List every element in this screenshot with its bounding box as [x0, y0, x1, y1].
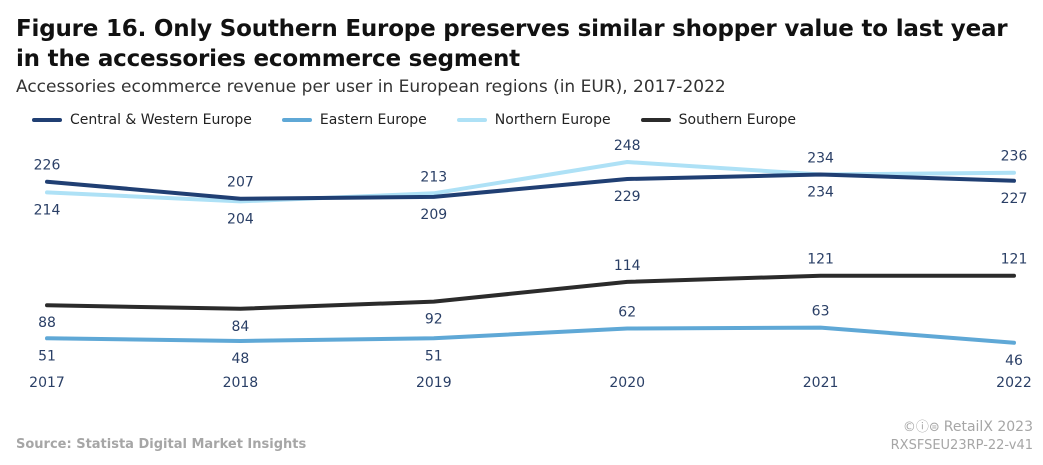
- data-label-southern: 121: [807, 252, 834, 268]
- data-label-eastern: 62: [618, 304, 636, 320]
- chart-title: Figure 16. Only Southern Europe preserve…: [16, 16, 1008, 72]
- x-tick-label: 2022: [996, 375, 1032, 391]
- data-label-southern: 84: [231, 319, 249, 335]
- data-label-southern: 114: [614, 258, 641, 274]
- creative-commons-icon: ©ⓘ⊜: [902, 420, 940, 435]
- data-label-northern: 214: [34, 202, 61, 218]
- legend-swatch-central: [32, 118, 62, 122]
- data-label-northern: 248: [614, 138, 641, 154]
- data-label-central: 207: [227, 175, 254, 191]
- x-tick-label: 2018: [223, 375, 259, 391]
- data-label-southern: 88: [38, 315, 56, 331]
- legend-swatch-northern: [456, 118, 487, 122]
- data-label-eastern: 46: [1005, 353, 1023, 369]
- chart-subtitle: Accessories ecommerce revenue per user i…: [16, 77, 726, 97]
- x-tick-label: 2019: [416, 375, 452, 391]
- data-label-northern: 236: [1001, 149, 1028, 165]
- data-label-central: 234: [807, 185, 834, 201]
- series-line-southern: [45, 273, 1016, 311]
- data-label-eastern: 51: [425, 348, 443, 364]
- chart-legend: Central & Western Europe Eastern Europe …: [32, 110, 826, 130]
- line-chart: 226 207 209 229 234 227 51 48 51 62 63 46 214 204 213 2…: [29, 138, 1032, 391]
- legend-item-eastern: Eastern Europe: [281, 112, 427, 128]
- legend-label-southern: Southern Europe: [678, 112, 796, 128]
- data-label-northern: 234: [807, 151, 834, 167]
- source-note: Source: Statista Digital Market Insights: [16, 437, 307, 452]
- data-label-central: 209: [420, 207, 447, 223]
- data-label-central: 227: [1001, 191, 1028, 207]
- legend-label-northern: Northern Europe: [494, 112, 611, 128]
- data-label-northern: 213: [420, 169, 447, 185]
- legend-item-northern: Northern Europe: [456, 112, 611, 128]
- copyright-text: RetailX 2023: [943, 419, 1033, 435]
- series-line-eastern: [45, 325, 1016, 345]
- report-code: RXSFSEU23RP-22-v41: [890, 438, 1033, 453]
- x-tick-label: 2020: [609, 375, 645, 391]
- series-line-central: [45, 172, 1016, 201]
- data-label-northern: 204: [227, 211, 254, 227]
- data-label-eastern: 48: [231, 351, 249, 367]
- data-label-southern: 121: [1001, 252, 1028, 268]
- x-tick-label: 2017: [29, 375, 65, 391]
- footer-credits: ©ⓘ⊜ RetailX 2023 RXSFSEU23RP-22-v41: [891, 418, 1033, 455]
- data-label-southern: 92: [425, 312, 443, 328]
- legend-swatch-southern: [640, 118, 671, 122]
- legend-label-central: Central & Western Europe: [70, 112, 252, 128]
- data-label-central: 226: [34, 158, 61, 174]
- data-label-eastern: 63: [812, 304, 830, 320]
- legend-item-central: Central & Western Europe: [32, 112, 252, 128]
- legend-item-southern: Southern Europe: [640, 112, 796, 128]
- x-tick-label: 2021: [803, 375, 839, 391]
- data-label-eastern: 51: [38, 348, 56, 364]
- legend-swatch-eastern: [281, 118, 312, 122]
- data-label-central: 229: [614, 189, 641, 205]
- legend-label-eastern: Eastern Europe: [319, 112, 427, 128]
